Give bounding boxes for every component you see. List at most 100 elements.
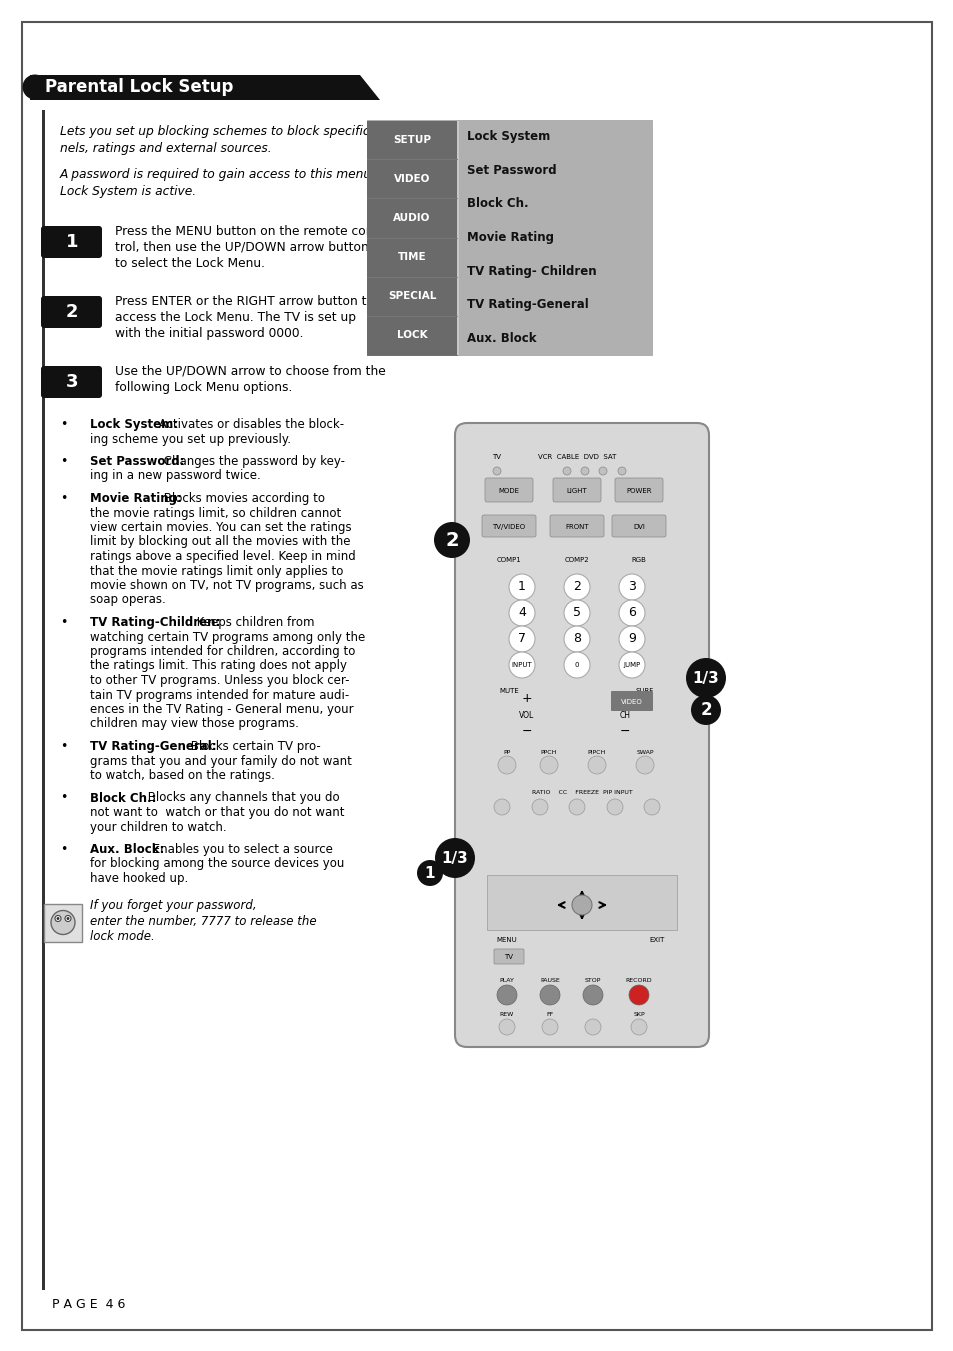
Text: SWAP: SWAP (636, 751, 653, 755)
Text: Lock System:: Lock System: (90, 417, 178, 431)
Text: •: • (60, 455, 68, 467)
Text: 8: 8 (573, 632, 580, 646)
Text: following Lock Menu options.: following Lock Menu options. (115, 381, 292, 394)
Text: •: • (60, 843, 68, 857)
Text: for blocking among the source devices you: for blocking among the source devices yo… (90, 858, 344, 870)
Bar (367, 317, 456, 355)
Text: children may view those programs.: children may view those programs. (90, 717, 298, 731)
Text: soap operas.: soap operas. (90, 593, 166, 607)
Text: 6: 6 (627, 607, 636, 620)
Text: SURF: SURF (636, 688, 654, 694)
Circle shape (690, 694, 720, 725)
Text: ences in the TV Rating - General menu, your: ences in the TV Rating - General menu, y… (90, 703, 354, 716)
Text: VIDEO: VIDEO (394, 174, 430, 184)
Text: MUTE: MUTE (498, 688, 518, 694)
Text: +: + (521, 693, 532, 705)
Circle shape (643, 798, 659, 815)
Text: Movie Rating: Movie Rating (467, 231, 554, 245)
FancyBboxPatch shape (494, 948, 523, 965)
Circle shape (416, 861, 442, 886)
Circle shape (582, 985, 602, 1005)
Text: PLAY: PLAY (499, 978, 514, 982)
Circle shape (55, 916, 61, 921)
Circle shape (685, 658, 725, 698)
Text: •: • (60, 792, 68, 804)
Text: 1: 1 (424, 866, 435, 881)
Text: trol, then use the UP/DOWN arrow button: trol, then use the UP/DOWN arrow button (115, 240, 369, 254)
Text: VOL: VOL (518, 711, 534, 720)
Text: A password is required to gain access to this menu if the: A password is required to gain access to… (60, 168, 407, 181)
Text: ing scheme you set up previously.: ing scheme you set up previously. (90, 432, 291, 446)
Text: 2: 2 (445, 531, 458, 550)
Text: that the movie ratings limit only applies to: that the movie ratings limit only applie… (90, 565, 343, 577)
Circle shape (568, 798, 584, 815)
Text: PP: PP (503, 751, 510, 755)
Text: have hooked up.: have hooked up. (90, 871, 188, 885)
Text: AUDIO: AUDIO (393, 213, 430, 223)
Text: RECORD: RECORD (625, 978, 652, 982)
Text: ratings above a specified level. Keep in mind: ratings above a specified level. Keep in… (90, 550, 355, 563)
Circle shape (541, 1019, 558, 1035)
Text: EXIT: EXIT (649, 938, 664, 943)
Text: Set Password:: Set Password: (90, 455, 184, 467)
Text: P A G E  4 6: P A G E 4 6 (52, 1298, 125, 1312)
Text: view certain movies. You can set the ratings: view certain movies. You can set the rat… (90, 521, 352, 534)
Circle shape (509, 574, 535, 600)
Circle shape (618, 574, 644, 600)
Text: Blocks any channels that you do: Blocks any channels that you do (144, 792, 339, 804)
Text: Press ENTER or the RIGHT arrow button to: Press ENTER or the RIGHT arrow button to (115, 295, 374, 308)
Bar (367, 161, 456, 199)
Bar (367, 278, 456, 316)
Text: 7: 7 (517, 632, 525, 646)
Text: •: • (60, 740, 68, 753)
Bar (367, 122, 456, 159)
Text: Movie Rating:: Movie Rating: (90, 492, 182, 505)
Text: the movie ratings limit, so children cannot: the movie ratings limit, so children can… (90, 507, 341, 520)
Circle shape (618, 626, 644, 653)
Text: TV/VIDEO: TV/VIDEO (492, 524, 525, 530)
Text: INPUT: INPUT (511, 662, 532, 667)
Text: Aux. Block:: Aux. Block: (90, 843, 164, 857)
Text: Set Password: Set Password (467, 163, 556, 177)
Circle shape (563, 600, 589, 626)
Text: SKP: SKP (633, 1012, 644, 1017)
Text: PAUSE: PAUSE (539, 978, 559, 982)
Text: VIDEO: VIDEO (620, 698, 642, 705)
Circle shape (636, 757, 654, 774)
Circle shape (23, 74, 48, 100)
FancyBboxPatch shape (612, 515, 665, 536)
Text: TV Rating-General:: TV Rating-General: (90, 740, 216, 753)
Text: FRONT: FRONT (564, 524, 588, 530)
Text: watching certain TV programs among only the: watching certain TV programs among only … (90, 631, 365, 643)
Circle shape (563, 653, 589, 678)
Circle shape (509, 600, 535, 626)
Circle shape (493, 467, 500, 476)
Text: 9: 9 (627, 632, 636, 646)
Circle shape (587, 757, 605, 774)
Text: 1/3: 1/3 (441, 851, 468, 866)
Text: TV Rating-Children:: TV Rating-Children: (90, 616, 220, 630)
Text: to watch, based on the ratings.: to watch, based on the ratings. (90, 769, 274, 782)
Text: movie shown on TV, not TV programs, such as: movie shown on TV, not TV programs, such… (90, 580, 363, 592)
Text: Aux. Block: Aux. Block (467, 332, 536, 345)
Text: TV Rating- Children: TV Rating- Children (467, 265, 596, 277)
Circle shape (51, 911, 75, 935)
Text: VCR  CABLE  DVD  SAT: VCR CABLE DVD SAT (537, 454, 616, 459)
Text: Block Ch.:: Block Ch.: (90, 792, 156, 804)
Circle shape (618, 653, 644, 678)
Text: Parental Lock Setup: Parental Lock Setup (45, 78, 233, 96)
Text: Enables you to select a source: Enables you to select a source (150, 843, 333, 857)
Circle shape (56, 917, 59, 920)
Text: SETUP: SETUP (393, 135, 431, 145)
FancyBboxPatch shape (610, 690, 652, 711)
Bar (367, 120, 651, 355)
Text: TIME: TIME (397, 253, 426, 262)
Text: 1: 1 (517, 581, 525, 593)
Text: TV Rating-General: TV Rating-General (467, 299, 588, 311)
Circle shape (580, 467, 588, 476)
Text: CH: CH (618, 711, 630, 720)
Circle shape (606, 798, 622, 815)
Circle shape (630, 1019, 646, 1035)
Text: TV: TV (504, 954, 513, 961)
Circle shape (494, 798, 510, 815)
